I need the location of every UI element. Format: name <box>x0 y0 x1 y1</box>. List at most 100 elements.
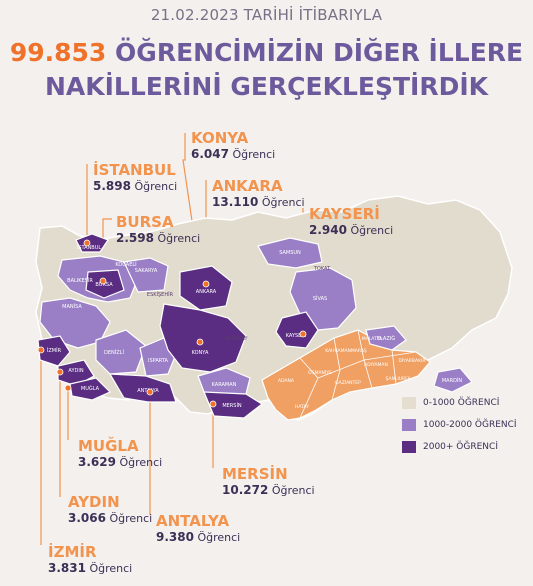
callout-count-row: 6.047 Öğrenci <box>191 147 275 162</box>
map-label-sivas: SİVAS <box>313 295 327 302</box>
map-label-adiyaman: ADIYAMAN <box>364 362 388 368</box>
callout-izmir: İZMİR 3.831 Öğrenci <box>48 544 132 576</box>
callout-count: 2.598 <box>116 231 154 245</box>
map-label-diyarbakir: DİYARBAKIR <box>399 357 426 364</box>
callout-count-row: 2.598 Öğrenci <box>116 231 200 246</box>
callout-count-row: 2.940 Öğrenci <box>309 223 393 238</box>
legend-item: 1000-2000 ÖĞRENCİ <box>402 419 517 431</box>
callout-count: 10.272 <box>222 483 269 497</box>
map-label-aksaray: AKSARAY <box>225 336 249 342</box>
headline-rest: ÖĞRENCİMİZİN DİĞER İLLERE <box>115 38 524 67</box>
map-label-aydin: AYDIN <box>68 368 83 374</box>
map-label-gaziantep: GAZİANTEP <box>335 379 361 386</box>
callout-count-row: 13.110 Öğrenci <box>212 195 305 210</box>
pin-icon <box>64 384 72 392</box>
callout-unit: Öğrenci <box>134 180 178 193</box>
ankara-region <box>179 265 233 311</box>
callout-count-row: 3.066 Öğrenci <box>68 511 152 526</box>
earthquake-borders <box>299 329 417 419</box>
callout-count-row: 5.898 Öğrenci <box>93 179 177 194</box>
callout-antalya: ANTALYA 9.380 Öğrenci <box>156 513 240 545</box>
map-label-kahramanmaras: KAHRAMANMARAŞ <box>325 348 367 354</box>
pin-icon <box>56 368 64 376</box>
map-label-izmir: İZMİR <box>47 347 62 354</box>
headline-number: 99.853 <box>9 38 107 67</box>
callout-city: ANKARA <box>212 177 283 195</box>
konya-line <box>182 133 201 276</box>
callout-count: 5.898 <box>93 179 131 193</box>
callout-count: 6.047 <box>191 147 229 161</box>
callout-unit: Öğrenci <box>350 224 394 237</box>
callout-aydin: AYDIN 3.066 Öğrenci <box>68 494 152 526</box>
callout-count: 3.066 <box>68 511 106 525</box>
kayseri-region <box>275 311 319 349</box>
map-label-konya: KONYA <box>192 350 209 356</box>
map-labels-quake: KAHRAMANMARAŞ MALATYA DİYARBAKIR ADIYAMA… <box>278 336 425 410</box>
callout-unit: Öğrenci <box>109 512 153 525</box>
callout-unit: Öğrenci <box>119 456 163 469</box>
callout-konya: KONYA 6.047 Öğrenci <box>191 130 275 162</box>
earthquake-region <box>261 329 431 421</box>
legend-item: 0-1000 ÖĞRENCİ <box>402 397 517 409</box>
bursa-region <box>85 269 125 299</box>
callout-city: BURSA <box>116 213 174 231</box>
mardin-region <box>433 367 473 393</box>
map-label-mugla: MUĞLA <box>81 385 100 392</box>
earthquake-border-5 <box>317 351 417 379</box>
location-pins <box>37 239 307 408</box>
legend-label: 0-1000 ÖĞRENCİ <box>423 398 500 408</box>
antalya-region <box>108 373 177 403</box>
callout-count-row: 3.831 Öğrenci <box>48 561 132 576</box>
callout-count: 3.831 <box>48 561 86 575</box>
legend-item: 2000+ ÖĞRENCİ <box>402 441 517 453</box>
callout-count-row: 3.629 Öğrenci <box>78 455 162 470</box>
legend-label: 1000-2000 ÖĞRENCİ <box>423 420 517 430</box>
callout-count: 9.380 <box>156 530 194 544</box>
map-label-isparta: ISPARTA <box>148 358 169 364</box>
map-label-adana: ADANA <box>278 378 295 384</box>
map-label-balikesir: BALIKESİR <box>67 277 93 284</box>
istanbul-region <box>75 233 109 253</box>
callout-unit: Öğrenci <box>197 531 241 544</box>
date-label: 21.02.2023 TARİHİ İTİBARIYLA <box>150 6 383 24</box>
callout-count-row: 9.380 Öğrenci <box>156 530 240 545</box>
map-label-ankara: ANKARA <box>196 289 217 295</box>
callout-count: 3.629 <box>78 455 116 469</box>
callout-city: MUĞLA <box>78 437 139 455</box>
map-label-sakarya: SAKARYA <box>135 268 158 274</box>
mugla-region <box>69 377 112 401</box>
headline-line2: NAKİLLERİNİ GERÇEKLEŞTİRDİK <box>44 72 489 101</box>
map-labels-dark: ESKİŞEHİR AKSARAY TOKAT <box>147 266 331 342</box>
sakarya-region <box>123 257 169 293</box>
map-label-eskisehir: ESKİŞEHİR <box>147 291 174 298</box>
callout-ankara: ANKARA 13.110 Öğrenci <box>212 178 305 210</box>
callout-unit: Öğrenci <box>157 232 201 245</box>
map-label-kocaeli: KOCAELİ <box>115 261 136 268</box>
elazig-region <box>365 325 407 351</box>
map-label-elazig: ELAZIĞ <box>377 335 395 342</box>
map-label-denizli: DENİZLİ <box>104 349 124 356</box>
callout-city: MERSİN <box>222 465 288 483</box>
pin-icon <box>99 277 107 285</box>
map-label-malatya: MALATYA <box>362 336 383 342</box>
map-label-hatay: HATAY <box>295 404 309 410</box>
callout-city: KAYSERİ <box>309 205 380 223</box>
map-legend: 0-1000 ÖĞRENCİ 1000-2000 ÖĞRENCİ 2000+ Ö… <box>402 397 517 453</box>
pin-icon <box>209 400 217 408</box>
callout-mugla: MUĞLA 3.629 Öğrenci <box>78 438 162 470</box>
callout-unit: Öğrenci <box>89 562 133 575</box>
pin-icon <box>37 346 45 354</box>
izmir-region <box>37 335 71 367</box>
legend-label: 2000+ ÖĞRENCİ <box>423 442 498 452</box>
map-label-istanbul: İSTANBUL <box>77 244 102 251</box>
legend-swatch <box>402 441 416 453</box>
samsun-region <box>257 237 323 269</box>
callout-istanbul: İSTANBUL 5.898 Öğrenci <box>93 162 177 194</box>
callout-unit: Öğrenci <box>261 196 305 209</box>
map-label-mardin: MARDİN <box>442 377 463 384</box>
map-label-mersin: MERSİN <box>222 402 242 409</box>
callout-city: AYDIN <box>68 493 120 511</box>
pin-icon <box>196 338 204 346</box>
callout-count: 13.110 <box>212 195 259 209</box>
